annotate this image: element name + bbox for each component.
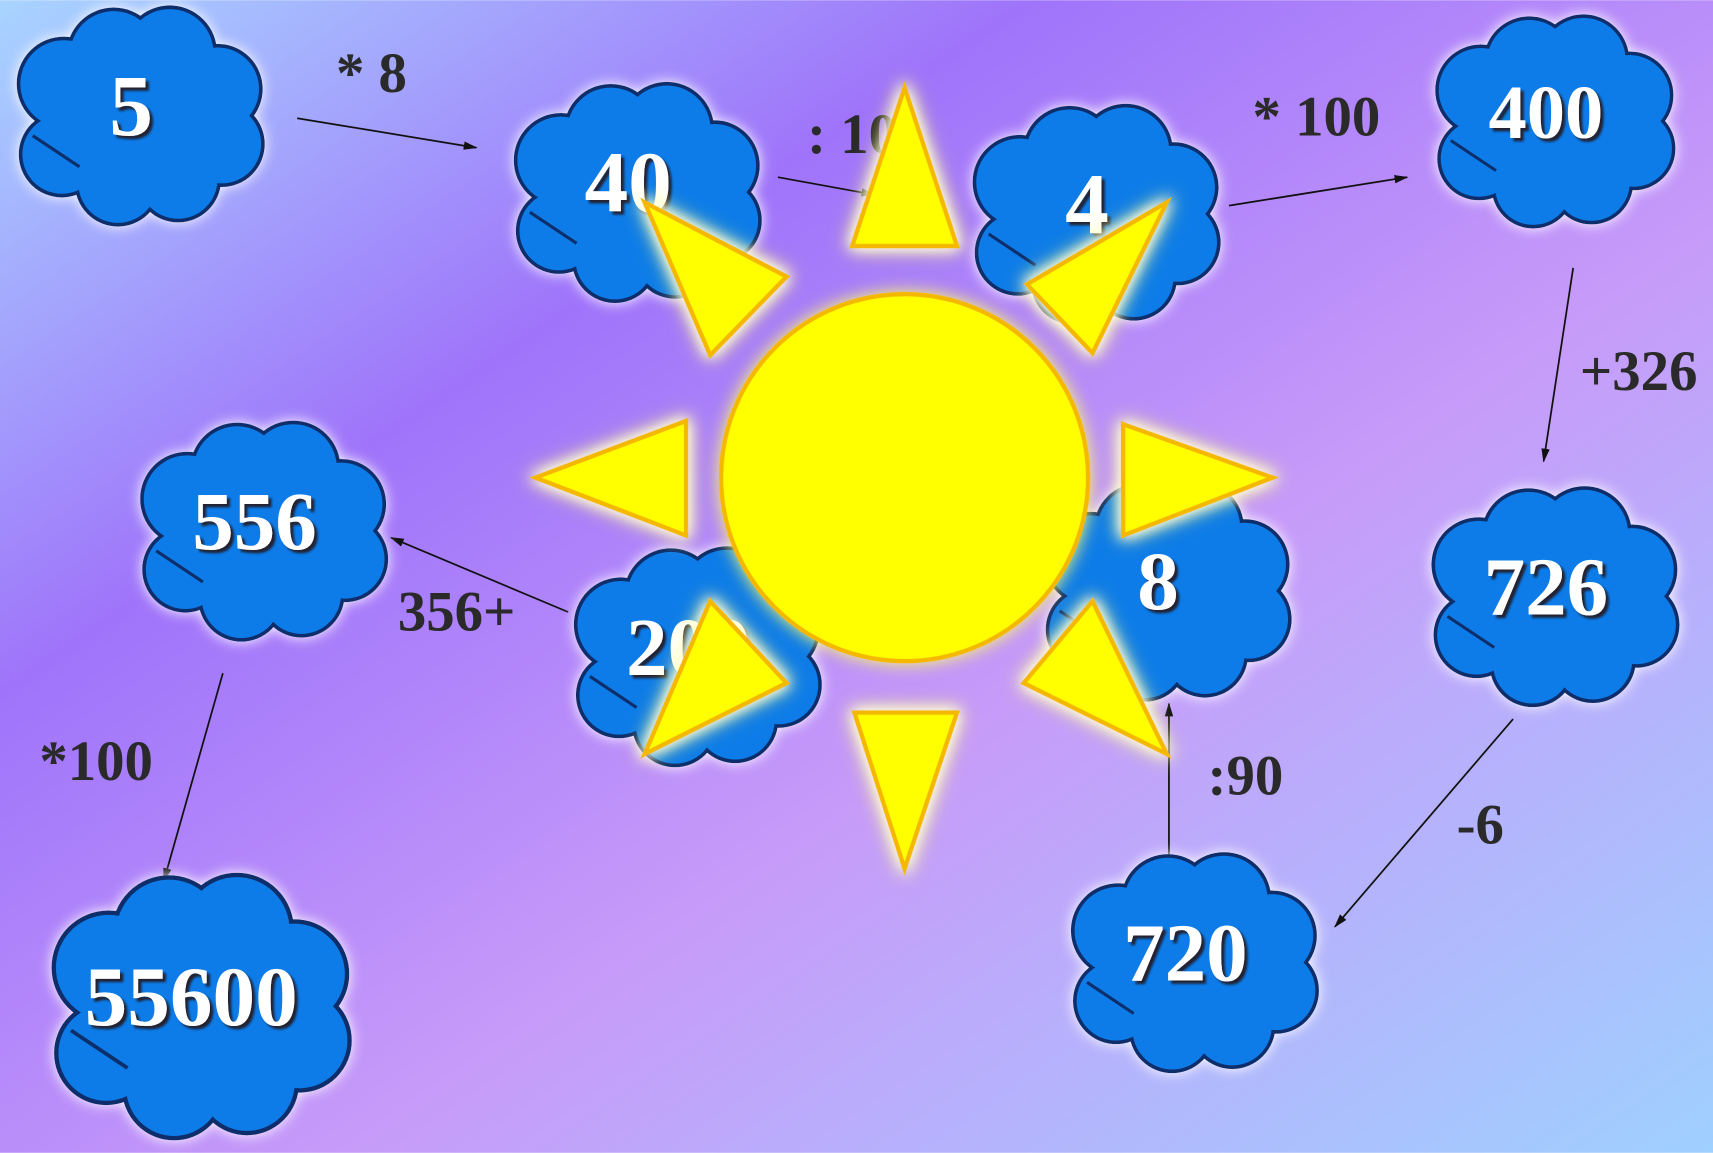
node-label: 720: [1123, 907, 1248, 999]
operation-label: +326: [1580, 340, 1698, 403]
sun: [535, 88, 1272, 869]
slide: 5404400726720820055655600 * 8: 10* 100+3…: [0, 0, 1713, 1153]
operation-label: -6: [1457, 794, 1504, 857]
node-label: 8: [1137, 535, 1179, 627]
operation-label: 356+: [398, 580, 516, 643]
node-label: 556: [192, 475, 317, 567]
page: 5404400726720820055655600 * 8: 10* 100+3…: [0, 0, 1713, 1153]
sun-disc: [721, 294, 1088, 661]
operation-label: * 8: [336, 42, 407, 105]
node-label: 400: [1488, 70, 1603, 155]
node-label: 55600: [85, 950, 298, 1044]
node-label: 5: [109, 57, 153, 154]
node-label: 726: [1484, 541, 1609, 633]
operation-label: :90: [1208, 744, 1284, 807]
operation-label: *100: [39, 730, 153, 793]
operation-label: * 100: [1253, 86, 1381, 149]
